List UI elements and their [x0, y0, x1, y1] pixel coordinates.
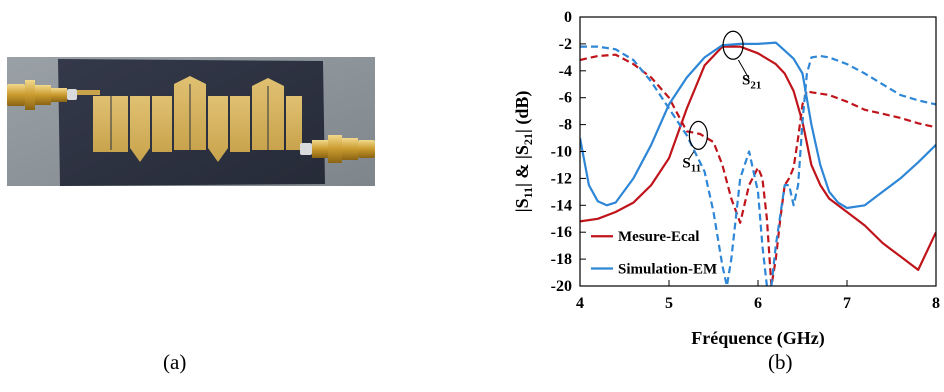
x-tick-label: 7	[843, 295, 851, 312]
s11-leader-line	[688, 151, 695, 160]
y-tick-label: -18	[551, 251, 572, 268]
x-tick-label: 8	[932, 295, 940, 312]
sma-connector-left	[7, 80, 77, 110]
filter-prototype-photo	[0, 0, 380, 250]
x-tick-label: 4	[576, 295, 584, 312]
s11-marker-ellipse	[688, 120, 708, 150]
s21-annotation: S21	[742, 72, 761, 91]
legend-label-simulated: Simulation-EM	[618, 262, 717, 278]
x-tick-label: 5	[665, 295, 673, 312]
legend-label-measured: Mesure-Ecal	[618, 229, 699, 245]
filter-prototype-image	[7, 57, 375, 186]
s-parameter-chart: 4 5 6 7 8 0 -2 -4 -6 -8 -10 -12 -14 -16 -18 -20 Fréquen…	[512, 9, 940, 349]
sma-connector-right	[300, 135, 375, 163]
s21-leader-line	[737, 59, 750, 80]
tick-labels: 4 5 6 7 8 0 -2 -4 -6 -8 -10 -12 -14 -16 -18 -20	[551, 9, 940, 312]
series-simulation-em-s21	[580, 41, 936, 210]
y-tick-label: -12	[551, 170, 572, 187]
x-axis-label: Fréquence (GHz)	[691, 328, 824, 349]
y-tick-label: 0	[564, 9, 572, 26]
x-tick-label: 6	[754, 295, 762, 312]
y-tick-label: -14	[551, 197, 572, 214]
s21-marker-ellipse	[722, 30, 744, 60]
annotations: S21 S11	[682, 30, 761, 175]
plot-area	[580, 41, 936, 286]
plot-frame	[579, 16, 937, 287]
axis-labels: Fréquence (GHz) |S11| & |S21| (dB)	[512, 91, 825, 349]
y-tick-label: -6	[559, 90, 572, 107]
s11-annotation: S11	[682, 156, 701, 175]
axes	[579, 16, 937, 287]
caption-a: (a)	[163, 350, 187, 374]
patch-gaps	[110, 84, 269, 150]
y-tick-label: -4	[559, 63, 572, 80]
y-tick-label: -10	[551, 144, 572, 161]
y-tick-label: -20	[551, 278, 572, 295]
caption-b: (b)	[768, 350, 793, 374]
y-tick-label: -16	[551, 224, 572, 241]
legend: Mesure-Ecal Simulation-EM	[591, 229, 717, 278]
series-simulation-em-s11	[580, 45, 936, 286]
y-tick-label: -2	[559, 36, 572, 53]
series-mesure-ecal-s21	[580, 45, 936, 271]
y-tick-label: -8	[559, 117, 572, 134]
y-axis-label: |S11| & |S21| (dB)	[512, 91, 535, 213]
